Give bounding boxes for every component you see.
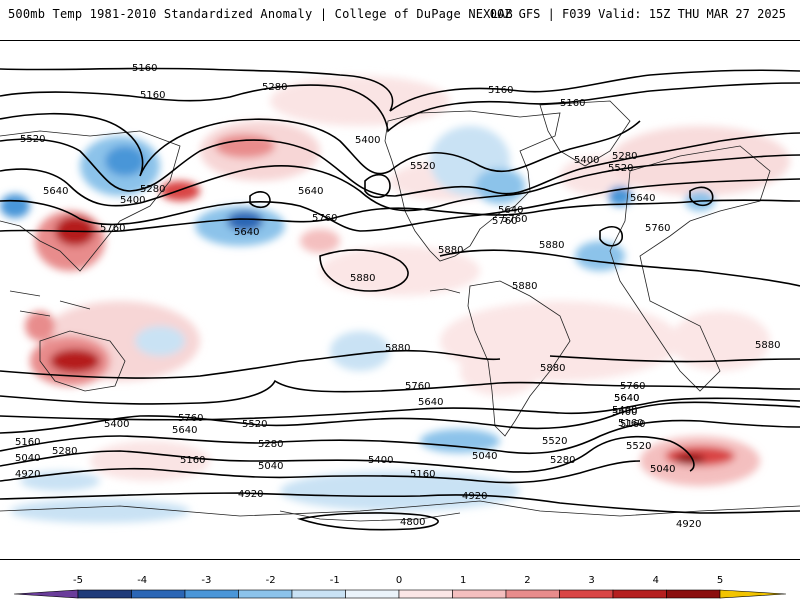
anomaly-map[interactable]: 5160 5160 5280 5160 5160 5400 5520 5280 … — [0, 40, 800, 560]
svg-text:5760: 5760 — [100, 223, 125, 234]
colorbar-block — [505, 589, 560, 599]
colorbar-blocks — [13, 589, 787, 599]
colorbar-block — [184, 589, 239, 599]
svg-text:5400: 5400 — [368, 455, 393, 466]
colorbar-tick-label: 3 — [588, 575, 594, 586]
svg-text:4920: 4920 — [676, 519, 701, 530]
svg-text:5880: 5880 — [755, 340, 780, 351]
svg-text:5760: 5760 — [178, 413, 203, 424]
colorbar-block — [291, 589, 346, 599]
svg-text:5760: 5760 — [620, 381, 645, 392]
coastlines — [0, 100, 800, 522]
svg-text:5520: 5520 — [542, 436, 567, 447]
colorbar-tick-label: 4 — [653, 575, 659, 586]
colorbar-block — [452, 589, 507, 599]
colorbar-tick-label: 0 — [396, 575, 402, 586]
svg-text:4920: 4920 — [15, 469, 40, 480]
svg-text:5640: 5640 — [630, 193, 655, 204]
colorbar-block — [666, 589, 721, 599]
colorbar: -5 -4 -3 -2 -1 0 1 2 3 4 5 — [0, 568, 800, 600]
svg-text:5400: 5400 — [612, 407, 637, 418]
svg-text:5760: 5760 — [502, 214, 527, 225]
svg-text:5280: 5280 — [550, 455, 575, 466]
svg-text:5520: 5520 — [20, 134, 45, 145]
colorbar-block — [398, 589, 453, 599]
svg-text:4800: 4800 — [400, 517, 425, 528]
colorbar-tick-labels: -5 -4 -3 -2 -1 0 1 2 3 4 5 — [73, 575, 723, 586]
colorbar-tick-label: 1 — [460, 575, 466, 586]
svg-text:5160: 5160 — [15, 437, 40, 448]
svg-text:4920: 4920 — [238, 489, 263, 500]
colorbar-block — [559, 589, 614, 599]
colorbar-tick-label: 2 — [524, 575, 530, 586]
svg-text:5160: 5160 — [132, 63, 157, 74]
svg-text:5400: 5400 — [120, 195, 145, 206]
map-title: 500mb Temp 1981-2010 Standardized Anomal… — [8, 7, 513, 21]
svg-text:5040: 5040 — [15, 453, 40, 464]
svg-text:5640: 5640 — [418, 397, 443, 408]
colorbar-tick-label: -3 — [201, 575, 211, 586]
colorbar-tick-label: -5 — [73, 575, 83, 586]
svg-text:5640: 5640 — [498, 205, 523, 216]
colorbar-tick-label: -1 — [330, 575, 340, 586]
svg-text:4920: 4920 — [462, 491, 487, 502]
svg-text:5400: 5400 — [612, 405, 637, 416]
svg-text:5760: 5760 — [645, 223, 670, 234]
svg-text:5640: 5640 — [614, 393, 639, 404]
model-run-info: 00Z GFS | F039 Valid: 15Z THU MAR 27 202… — [489, 7, 786, 21]
svg-text:5040: 5040 — [258, 461, 283, 472]
svg-text:5880: 5880 — [385, 343, 410, 354]
svg-text:5880: 5880 — [438, 245, 463, 256]
svg-text:5760: 5760 — [312, 213, 337, 224]
svg-text:5400: 5400 — [104, 419, 129, 430]
svg-text:5400: 5400 — [355, 135, 380, 146]
svg-text:5640: 5640 — [172, 425, 197, 436]
svg-text:5520: 5520 — [608, 163, 633, 174]
anomaly-shading — [0, 76, 790, 523]
svg-text:5160: 5160 — [618, 418, 643, 429]
height-contours — [0, 67, 800, 531]
svg-text:5520: 5520 — [410, 161, 435, 172]
svg-text:5160: 5160 — [410, 469, 435, 480]
svg-text:5160: 5160 — [620, 419, 645, 430]
svg-text:5640: 5640 — [43, 186, 68, 197]
svg-text:5160: 5160 — [488, 85, 513, 96]
svg-text:5640: 5640 — [234, 227, 259, 238]
colorbar-tick-label: -2 — [266, 575, 276, 586]
svg-text:5400: 5400 — [574, 155, 599, 166]
svg-text:5880: 5880 — [512, 281, 537, 292]
colorbar-block — [131, 589, 186, 599]
colorbar-max-arrow — [719, 589, 787, 599]
contour-labels: 5160 5160 5280 5160 5160 5400 5520 5280 … — [15, 63, 780, 530]
svg-text:5880: 5880 — [350, 273, 375, 284]
colorbar-block — [77, 589, 132, 599]
svg-text:5760: 5760 — [405, 381, 430, 392]
svg-text:5280: 5280 — [262, 82, 287, 93]
svg-text:5880: 5880 — [540, 363, 565, 374]
svg-text:5160: 5160 — [140, 90, 165, 101]
colorbar-block — [612, 589, 667, 599]
svg-text:5640: 5640 — [614, 393, 639, 404]
colorbar-block — [238, 589, 293, 599]
svg-text:5640: 5640 — [298, 186, 323, 197]
svg-text:5160: 5160 — [180, 455, 205, 466]
colorbar-block — [345, 589, 400, 599]
svg-text:5520: 5520 — [626, 441, 651, 452]
svg-text:5280: 5280 — [140, 184, 165, 195]
svg-text:5040: 5040 — [472, 451, 497, 462]
colorbar-tick-label: -4 — [137, 575, 147, 586]
svg-text:5760: 5760 — [492, 216, 517, 227]
svg-text:5280: 5280 — [612, 151, 637, 162]
svg-text:5280: 5280 — [52, 446, 77, 457]
svg-text:5880: 5880 — [539, 240, 564, 251]
svg-text:5160: 5160 — [560, 98, 585, 109]
colorbar-tick-label: 5 — [717, 575, 723, 586]
svg-text:5520: 5520 — [242, 419, 267, 430]
svg-text:5280: 5280 — [258, 439, 283, 450]
colorbar-min-arrow — [13, 589, 79, 599]
svg-text:5040: 5040 — [650, 464, 675, 475]
